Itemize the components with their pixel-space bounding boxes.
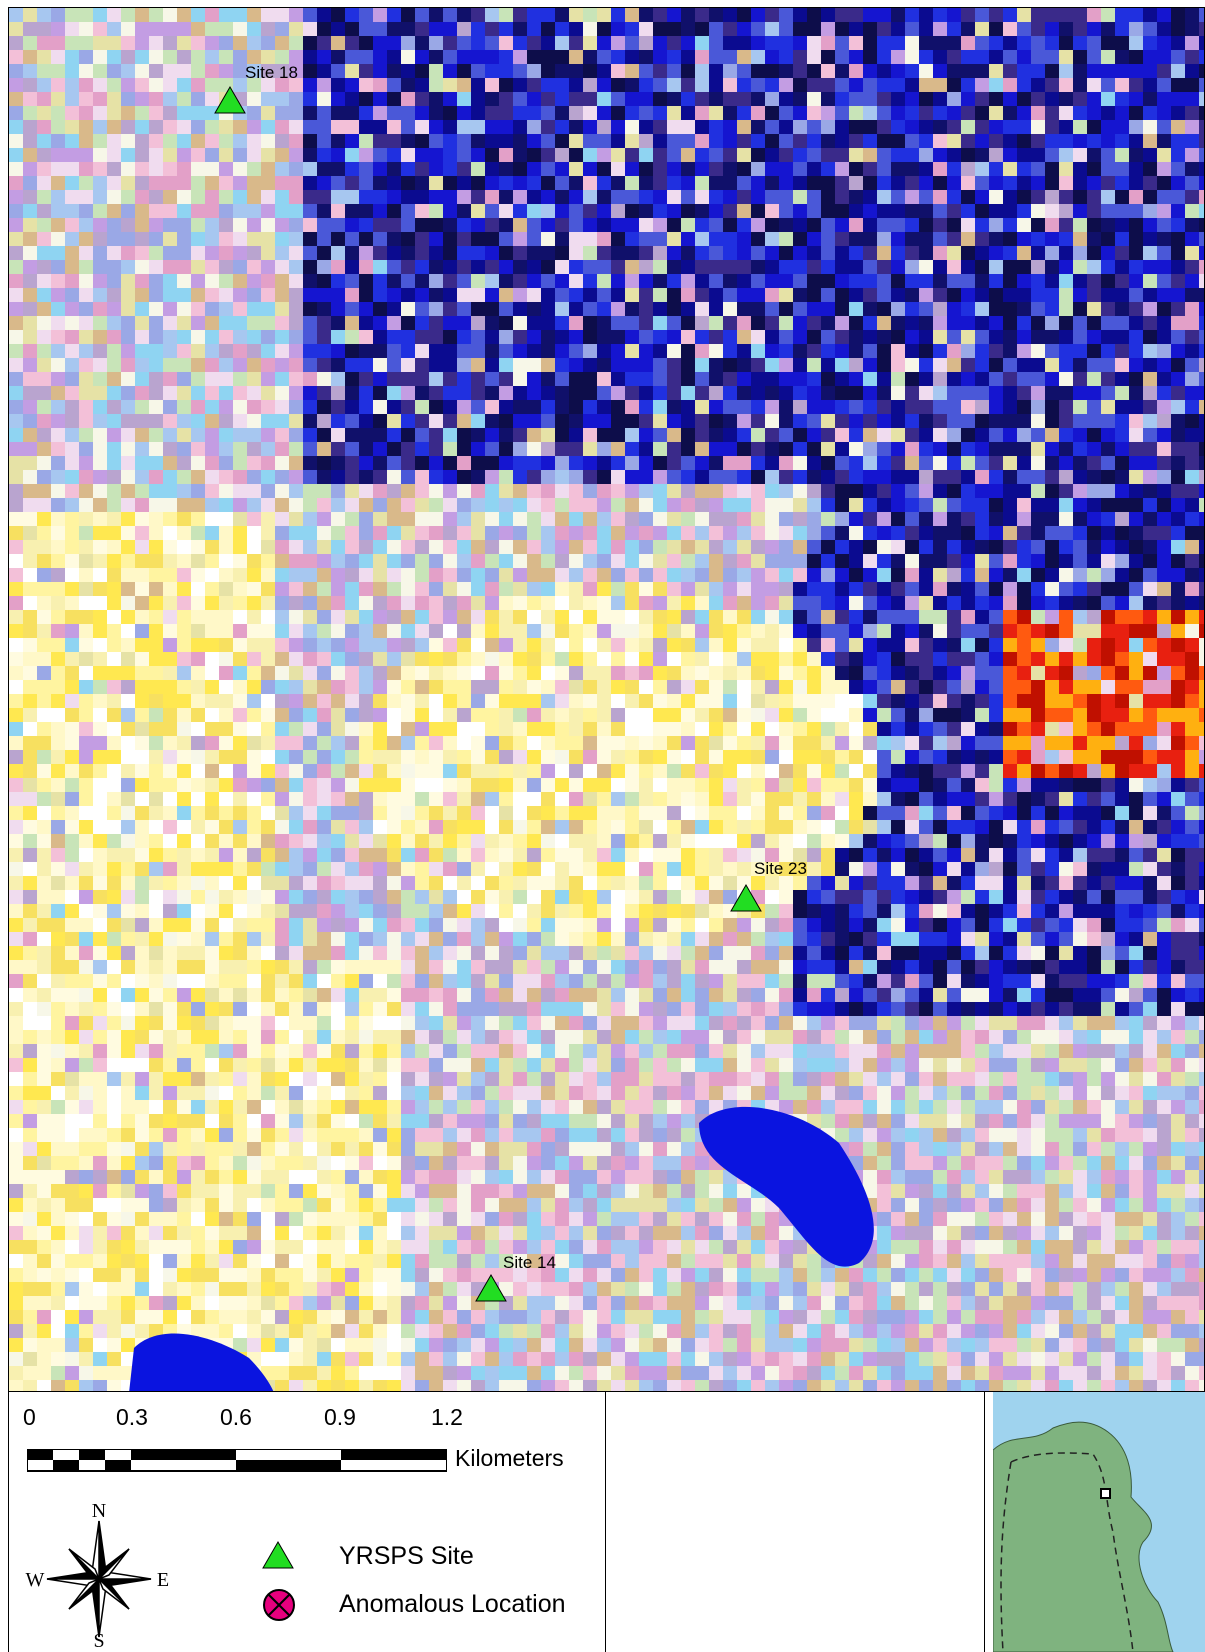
legend-label-yrsps: YRSPS Site	[339, 1542, 474, 1570]
scale-tick-1: 0.3	[116, 1404, 148, 1430]
site-label-14: Site 14	[503, 1253, 556, 1272]
bottom-panel: 0 0.3 0.6 0.9 1.2 Kilometers N S W E	[8, 1392, 1205, 1652]
compass-w: W	[26, 1569, 45, 1591]
lake-southwest	[129, 1333, 274, 1391]
compass-e: E	[157, 1569, 169, 1591]
panel-divider-left	[605, 1392, 606, 1652]
raster-image	[9, 8, 1204, 1391]
scale-area: 0 0.3 0.6 0.9 1.2 Kilometers N S W E	[9, 1392, 609, 1652]
site-label-18: Site 18	[245, 63, 298, 82]
scale-tick-0: 0	[23, 1404, 36, 1430]
panel-divider-right	[984, 1392, 985, 1652]
site-marker-23[interactable]	[730, 884, 762, 912]
legend-triangle-icon	[262, 1540, 294, 1569]
scale-tick-4: 1.2	[431, 1404, 463, 1430]
inset-map	[993, 1392, 1205, 1652]
site-label-23: Site 23	[754, 859, 807, 878]
legend-anomaly-icon	[263, 1589, 295, 1621]
compass-n: N	[92, 1500, 106, 1522]
map-frame[interactable]: Site 18 Site 23 Site 14	[8, 7, 1205, 1392]
compass-rose-icon: N S W E	[26, 1500, 170, 1647]
scale-tick-3: 0.9	[324, 1404, 356, 1430]
site-marker-14[interactable]	[475, 1274, 507, 1302]
compass-s: S	[93, 1630, 104, 1647]
scale-tick-2: 0.6	[220, 1404, 252, 1430]
legend-label-anomalous: Anomalous Location	[339, 1590, 566, 1618]
scale-bar	[27, 1449, 447, 1472]
lake-east	[699, 1106, 874, 1267]
site-marker-18[interactable]	[214, 86, 246, 114]
inset-map-graphic	[993, 1392, 1205, 1652]
scale-unit-label: Kilometers	[455, 1445, 564, 1471]
